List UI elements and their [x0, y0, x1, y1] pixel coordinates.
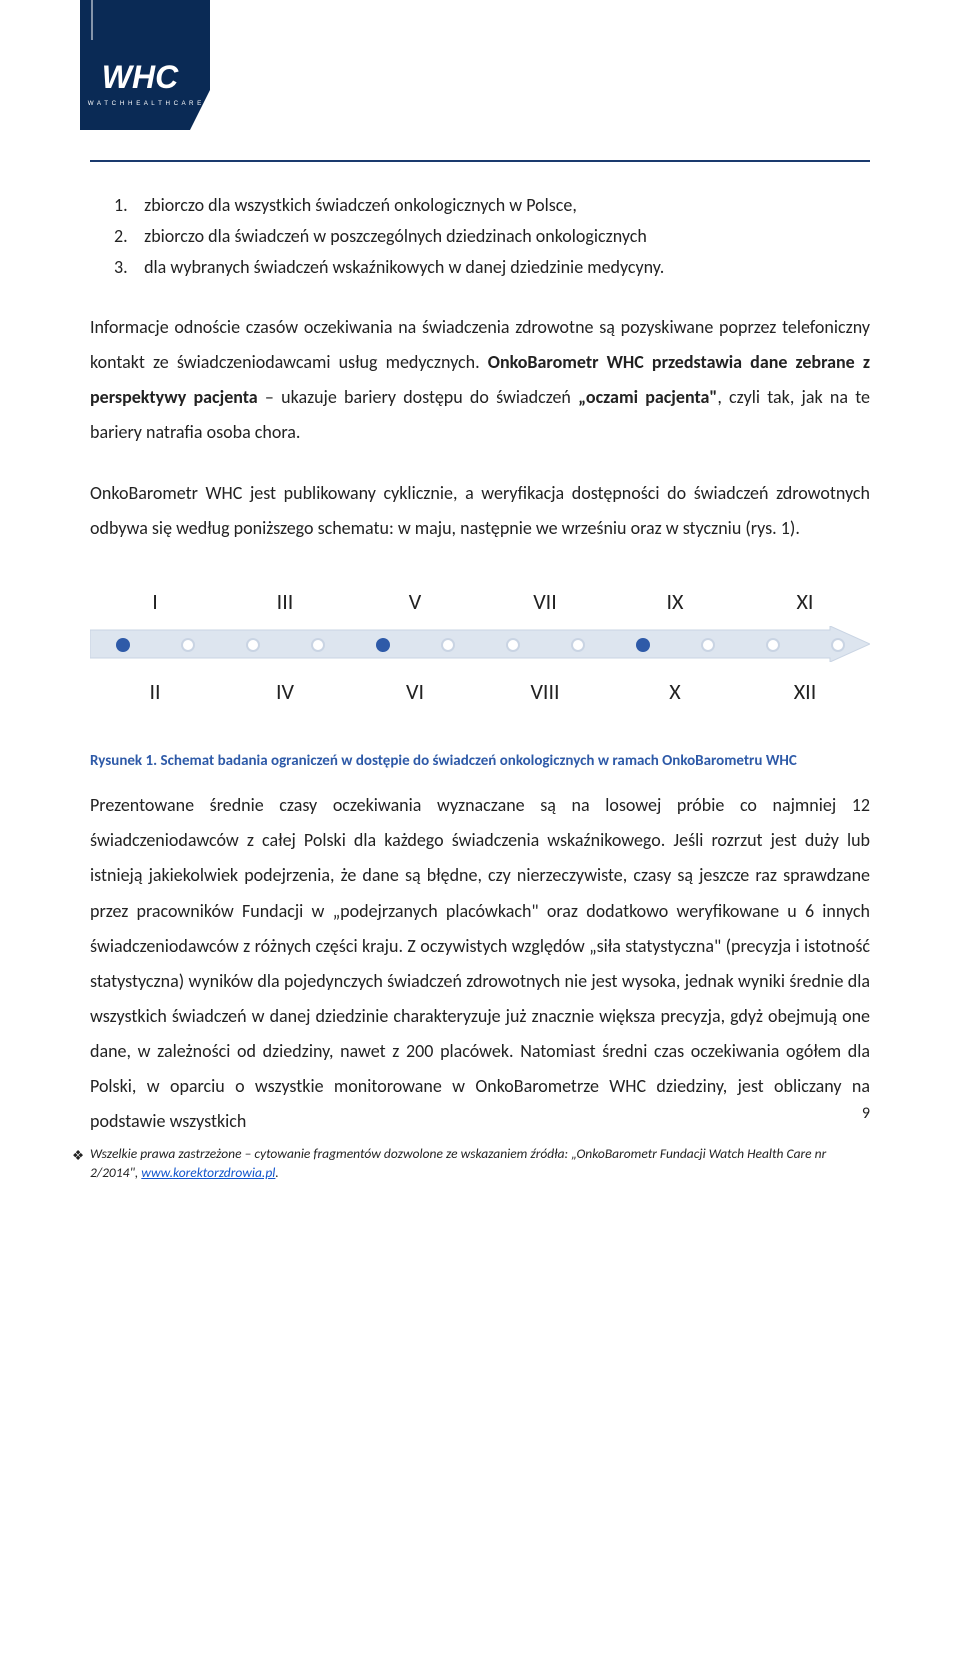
list-item: 2. zbiorczo dla świadczeń w poszczególny…: [114, 223, 870, 251]
caption-text: Schemat badania ograniczeń w dostępie do…: [161, 752, 797, 770]
month-label: IX: [610, 588, 740, 615]
logo-area: WHC W A T C H H E A L T H C A R E: [90, 40, 870, 150]
month-label: II: [90, 678, 220, 705]
month-label: X: [610, 678, 740, 705]
list-number: 1.: [114, 192, 140, 220]
dot-hollow-icon: [181, 638, 195, 652]
month-label: VII: [480, 588, 610, 615]
footer-link[interactable]: www.korektorzdrowia.pl: [141, 1164, 275, 1181]
list-text: zbiorczo dla świadczeń w poszczególnych …: [144, 225, 647, 247]
month-label: VI: [350, 678, 480, 705]
timeline-dot-cell: [610, 638, 675, 652]
month-label: IV: [220, 678, 350, 705]
dot-filled-icon: [116, 638, 130, 652]
timeline-labels-bottom: II IV VI VIII X XII: [90, 678, 870, 705]
month-label: V: [350, 588, 480, 615]
timeline-dot-cell: [350, 638, 415, 652]
month-label: I: [90, 588, 220, 615]
footer-text-post: .: [275, 1164, 278, 1181]
month-label: XII: [740, 678, 870, 705]
paragraph-3: Prezentowane średnie czasy oczekiwania w…: [90, 788, 870, 1139]
list-text: dla wybranych świadczeń wskaźnikowych w …: [144, 256, 664, 278]
footer-citation: ❖ Wszelkie prawa zastrzeżone – cytowanie…: [90, 1145, 870, 1183]
paragraph-2: OnkoBarometr WHC jest publikowany cyklic…: [90, 476, 870, 546]
dot-filled-icon: [636, 638, 650, 652]
month-label: VIII: [480, 678, 610, 705]
timeline-dot-cell: [285, 638, 350, 652]
timeline-dot-cell: [805, 638, 870, 652]
dot-hollow-icon: [831, 638, 845, 652]
para1-bold2: „oczami pacjenta": [578, 386, 717, 408]
timeline: I III V VII IX XI II IV VI VIII X XII: [90, 584, 870, 704]
dot-hollow-icon: [766, 638, 780, 652]
caption-label: Rysunek 1.: [90, 752, 157, 770]
header-divider: [90, 160, 870, 162]
dot-filled-icon: [376, 638, 390, 652]
dot-hollow-icon: [701, 638, 715, 652]
timeline-figure: I III V VII IX XI II IV VI VIII X XII: [90, 584, 870, 704]
month-label: XI: [740, 588, 870, 615]
timeline-dot-cell: [415, 638, 480, 652]
timeline-dot-cell: [545, 638, 610, 652]
logo-brand-bottom: W A T C H H E A L T H C A R E: [88, 100, 203, 107]
figure-caption: Rysunek 1. Schemat badania ograniczeń w …: [90, 752, 870, 770]
list-item: 1. zbiorczo dla wszystkich świadczeń onk…: [114, 192, 870, 220]
paragraph-1: Informacje odnoście czasów oczekiwania n…: [90, 310, 870, 450]
timeline-dot-cell: [155, 638, 220, 652]
logo-brand-top: WHC: [102, 59, 179, 95]
timeline-dots: [90, 638, 870, 652]
dot-hollow-icon: [246, 638, 260, 652]
dot-hollow-icon: [441, 638, 455, 652]
month-label: III: [220, 588, 350, 615]
timeline-dot-cell: [220, 638, 285, 652]
list-text: zbiorczo dla wszystkich świadczeń onkolo…: [144, 194, 577, 216]
para1-mid: – ukazuje bariery dostępu do świadczeń: [258, 386, 578, 408]
list-number: 3.: [114, 254, 140, 282]
document-page: WHC W A T C H H E A L T H C A R E 1. zbi…: [0, 0, 960, 1215]
dot-hollow-icon: [506, 638, 520, 652]
page-number: 9: [862, 1104, 870, 1123]
whc-logo: WHC W A T C H H E A L T H C A R E: [80, 0, 210, 130]
timeline-dot-cell: [480, 638, 545, 652]
timeline-dot-cell: [740, 638, 805, 652]
list-item: 3. dla wybranych świadczeń wskaźnikowych…: [114, 254, 870, 282]
numbered-list: 1. zbiorczo dla wszystkich świadczeń onk…: [114, 192, 870, 282]
list-number: 2.: [114, 223, 140, 251]
timeline-labels-top: I III V VII IX XI: [90, 588, 870, 615]
dot-hollow-icon: [571, 638, 585, 652]
timeline-dot-cell: [90, 638, 155, 652]
bullet-icon: ❖: [72, 1147, 84, 1166]
timeline-dot-cell: [675, 638, 740, 652]
dot-hollow-icon: [311, 638, 325, 652]
